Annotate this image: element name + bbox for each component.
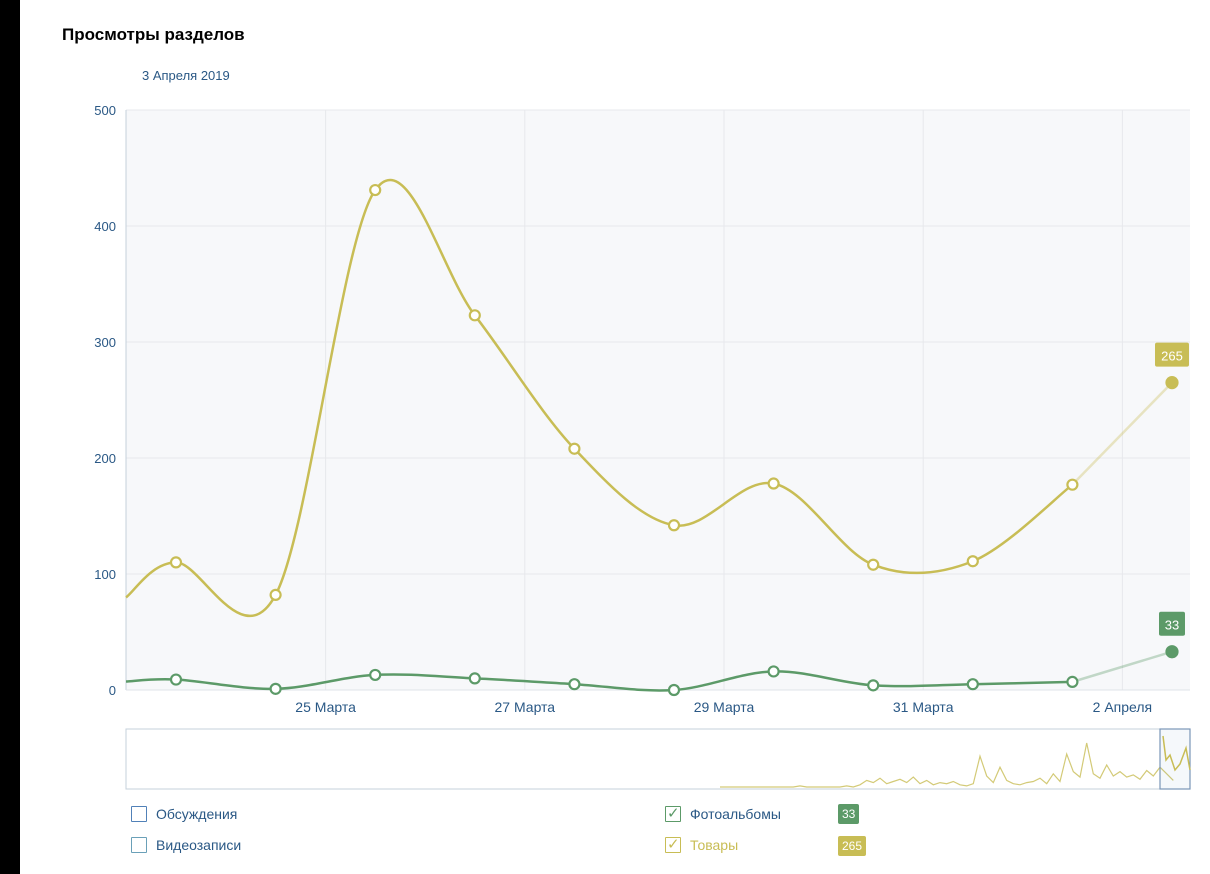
- navigator-sparkline: [720, 742, 1174, 788]
- data-point-fotoalbomy: [867, 679, 880, 692]
- grid-layer: [126, 109, 1190, 691]
- legend-item-obsuzhdeniya[interactable]: Обсуждения: [131, 806, 237, 822]
- data-point-fotoalbomy: [1165, 645, 1179, 659]
- end-label-tovary: 265: [1161, 349, 1183, 364]
- series-line-current-fotoalbomy: [1072, 650, 1173, 684]
- checkbox-obsuzhdeniya[interactable]: [131, 806, 147, 822]
- data-point-tovary: [867, 558, 880, 571]
- data-point-fotoalbomy: [568, 678, 581, 691]
- checkmark-icon: ✓: [667, 805, 680, 822]
- plot-area: [126, 110, 1190, 690]
- checkbox-videozapisi[interactable]: [131, 837, 147, 853]
- axis-layer: 0 100 200 300 400 500 25 Марта 27 Марта 29 Марта…: [94, 103, 1190, 715]
- y-tick-label: 400: [94, 219, 116, 234]
- end-label-bg-fotoalbomy: [1159, 611, 1185, 636]
- y-tick-label: 500: [94, 103, 116, 118]
- checkbox-tovary[interactable]: ✓: [665, 837, 681, 853]
- legend-label-obsuzhdeniya: Обсуждения: [156, 806, 238, 822]
- section-views-chart[interactable]: 0 100 200 300 400 500 25 Марта 27 Марта 29 Марта…: [20, 0, 1210, 874]
- x-tick-label: 29 Марта: [694, 699, 755, 715]
- legend-label-fotoalbomy: Фотоальбомы: [690, 806, 781, 822]
- data-point-tovary: [369, 183, 382, 197]
- data-point-tovary: [667, 519, 681, 532]
- navigator-selection: [1159, 728, 1191, 790]
- checkmark-icon: ✓: [667, 836, 680, 853]
- range-navigator[interactable]: [125, 728, 1191, 790]
- x-tick-label: 2 Апреля: [1093, 699, 1152, 715]
- data-point-tovary: [468, 309, 481, 322]
- data-point-fotoalbomy: [169, 673, 183, 686]
- y-tick-label: 0: [109, 683, 116, 698]
- x-tick-label: 27 Марта: [495, 699, 556, 715]
- legend-item-videozapisi[interactable]: Видеозаписи: [131, 837, 241, 853]
- data-point-tovary: [568, 442, 581, 455]
- data-point-fotoalbomy: [269, 682, 282, 695]
- x-tick-label: 31 Марта: [893, 699, 954, 715]
- data-point-tovary: [1066, 478, 1079, 491]
- data-point-fotoalbomy: [1066, 675, 1079, 688]
- data-point-tovary: [767, 477, 780, 490]
- data-point-tovary: [269, 588, 282, 601]
- data-point-fotoalbomy: [966, 678, 979, 691]
- page-title: Просмотры разделов: [62, 25, 245, 44]
- end-label-bg-tovary: [1155, 342, 1189, 367]
- navigator-selection-sparkline: [1162, 735, 1191, 772]
- series-layer: 265 33: [125, 179, 1189, 697]
- y-tick-label: 200: [94, 451, 116, 466]
- end-label-fotoalbomy: 33: [1165, 618, 1179, 633]
- legend-label-videozapisi: Видеозаписи: [156, 837, 242, 853]
- data-point-fotoalbomy: [468, 672, 481, 685]
- data-point-fotoalbomy: [667, 683, 681, 697]
- stats-panel: Просмотры разделов 3 Апреля 2019 0 100 200…: [20, 0, 1210, 874]
- data-point-tovary: [169, 556, 183, 569]
- series-line-current-tovary: [1071, 381, 1173, 486]
- y-tick-label: 300: [94, 335, 116, 350]
- data-point-fotoalbomy: [369, 668, 382, 682]
- data-point-fotoalbomy: [767, 665, 780, 678]
- data-point-tovary: [1165, 376, 1179, 390]
- checkbox-fotoalbomy[interactable]: ✓: [665, 806, 681, 822]
- x-tick-label: 25 Марта: [295, 699, 356, 715]
- legend-item-tovary[interactable]: ✓ Товары: [665, 837, 738, 853]
- legend-value-tovary: 265: [838, 836, 867, 856]
- legend-item-fotoalbomy[interactable]: ✓ Фотоальбомы: [665, 806, 781, 822]
- navigator-frame: [125, 728, 1191, 790]
- data-point-tovary: [966, 555, 979, 568]
- selected-date-label: 3 Апреля 2019: [142, 68, 230, 83]
- legend-value-fotoalbomy: 33: [838, 804, 860, 824]
- legend-label-tovary: Товары: [690, 837, 739, 853]
- y-tick-label: 100: [94, 567, 116, 582]
